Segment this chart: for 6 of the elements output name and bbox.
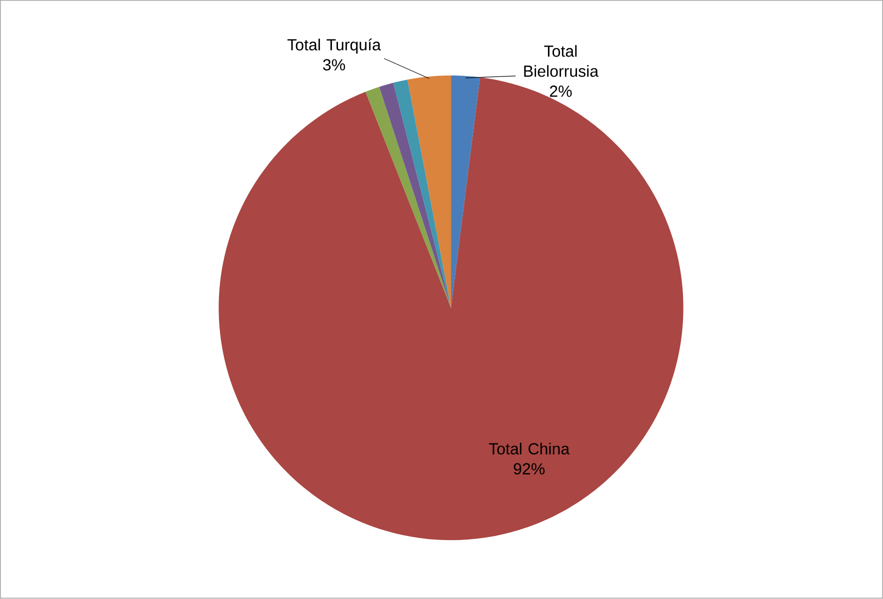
data-label: 2% — [550, 86, 572, 98]
slice-label: Total Turquía — [287, 38, 381, 54]
data-label: 92% — [514, 463, 545, 475]
slice-label: Total China — [488, 442, 570, 455]
slice-label: Total Bielorrusia — [524, 45, 599, 78]
data-label: 3% — [323, 59, 346, 71]
